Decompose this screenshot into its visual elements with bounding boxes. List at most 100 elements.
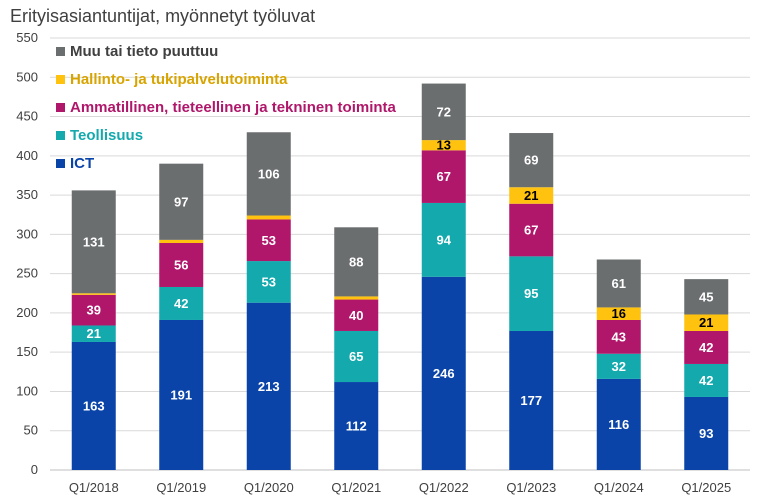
data-label: 21 bbox=[87, 326, 101, 341]
bar-segment bbox=[421, 202, 466, 277]
x-tick-label: Q1/2020 bbox=[244, 480, 294, 495]
bar-segment bbox=[596, 319, 641, 354]
data-label: 53 bbox=[262, 233, 276, 248]
data-label: 191 bbox=[170, 387, 192, 402]
legend-swatch bbox=[56, 103, 65, 112]
bar-segment bbox=[334, 299, 379, 331]
x-tick-label: Q1/2025 bbox=[681, 480, 731, 495]
y-tick-label: 150 bbox=[16, 344, 38, 359]
x-tick-label: Q1/2024 bbox=[594, 480, 644, 495]
bar-segment bbox=[334, 227, 379, 297]
data-label: 16 bbox=[612, 306, 626, 321]
data-label: 40 bbox=[349, 308, 363, 323]
bar-segment bbox=[509, 187, 554, 204]
bar-segment bbox=[596, 353, 641, 379]
legend-label: Hallinto- ja tukipalvelutoiminta bbox=[70, 71, 288, 88]
data-label: 32 bbox=[612, 359, 626, 374]
bar-segment bbox=[71, 293, 116, 295]
y-tick-label: 200 bbox=[16, 305, 38, 320]
bar-segment bbox=[71, 294, 116, 326]
bar-segment bbox=[246, 215, 291, 220]
x-tick-label: Q1/2023 bbox=[506, 480, 556, 495]
bar-segment bbox=[421, 83, 466, 141]
bar-segment bbox=[596, 307, 641, 320]
y-axis-ticks: 0 50 100 150 200 250 300 350 400 450 500 550 bbox=[16, 30, 38, 477]
data-label: 43 bbox=[612, 329, 626, 344]
bar-segment bbox=[596, 378, 641, 470]
data-label: 67 bbox=[524, 223, 538, 238]
data-label: 21 bbox=[699, 315, 713, 330]
bars: 163 21 39 131 191 42 56 97 213 53 53 106 112 65 40 88 24… bbox=[71, 83, 729, 470]
legend: Muu tai tieto puuttuu Hallinto- ja tukipa… bbox=[56, 43, 397, 172]
data-label: 69 bbox=[524, 153, 538, 168]
bar-segment bbox=[246, 302, 291, 470]
legend-label: Ammatillinen, tieteellinen ja tekninen t… bbox=[70, 99, 397, 116]
legend-swatch bbox=[56, 75, 65, 84]
bar-segment bbox=[684, 314, 729, 331]
bar-segment bbox=[159, 239, 204, 244]
data-label: 106 bbox=[258, 166, 280, 181]
legend-swatch bbox=[56, 131, 65, 140]
bar-segment bbox=[684, 363, 729, 397]
data-label: 97 bbox=[174, 194, 188, 209]
y-tick-label: 450 bbox=[16, 109, 38, 124]
bar-segment bbox=[334, 330, 379, 383]
data-label: 56 bbox=[174, 257, 188, 272]
data-label: 39 bbox=[87, 303, 101, 318]
y-tick-label: 250 bbox=[16, 266, 38, 281]
bar-segment bbox=[421, 276, 466, 470]
data-label: 163 bbox=[83, 398, 105, 413]
y-tick-label: 0 bbox=[31, 462, 38, 477]
data-label: 88 bbox=[349, 254, 363, 269]
data-label: 42 bbox=[699, 373, 713, 388]
bar-segment bbox=[159, 319, 204, 470]
legend-swatch bbox=[56, 159, 65, 168]
data-label: 93 bbox=[699, 426, 713, 441]
bar-segment bbox=[246, 219, 291, 262]
data-label: 42 bbox=[174, 296, 188, 311]
data-label: 42 bbox=[699, 340, 713, 355]
legend-label: Muu tai tieto puuttuu bbox=[70, 43, 218, 60]
data-label: 116 bbox=[608, 417, 629, 432]
bar-segment bbox=[159, 243, 204, 287]
data-label: 67 bbox=[437, 169, 451, 184]
data-label: 177 bbox=[520, 393, 542, 408]
y-tick-label: 100 bbox=[16, 383, 38, 398]
bar-segment bbox=[421, 140, 466, 151]
data-label: 112 bbox=[346, 419, 367, 434]
bar-segment bbox=[71, 325, 116, 342]
x-tick-label: Q1/2018 bbox=[69, 480, 119, 495]
y-tick-label: 550 bbox=[16, 30, 38, 45]
data-label: 94 bbox=[437, 232, 452, 247]
bar-segment bbox=[71, 190, 116, 294]
data-label: 53 bbox=[262, 274, 276, 289]
bar-segment bbox=[684, 396, 729, 470]
y-tick-label: 300 bbox=[16, 226, 38, 241]
legend-swatch bbox=[56, 47, 65, 56]
legend-label: ICT bbox=[70, 155, 94, 172]
x-tick-label: Q1/2021 bbox=[331, 480, 381, 495]
y-tick-label: 350 bbox=[16, 187, 38, 202]
bar-segment bbox=[334, 296, 379, 300]
y-tick-label: 500 bbox=[16, 69, 38, 84]
data-label: 131 bbox=[83, 234, 105, 249]
data-label: 21 bbox=[524, 188, 538, 203]
bar-segment bbox=[246, 132, 291, 216]
bar-segment bbox=[246, 261, 291, 303]
bar-segment bbox=[509, 133, 554, 188]
bar-segment bbox=[509, 330, 554, 470]
bar-segment bbox=[509, 256, 554, 331]
bar-segment bbox=[159, 163, 204, 240]
y-tick-label: 400 bbox=[16, 148, 38, 163]
bar-segment bbox=[71, 341, 116, 470]
bar-segment bbox=[596, 259, 641, 308]
data-label: 61 bbox=[612, 276, 626, 291]
data-label: 72 bbox=[437, 104, 451, 119]
bar-segment bbox=[159, 286, 204, 320]
bar-segment bbox=[334, 382, 379, 470]
data-label: 13 bbox=[437, 138, 451, 153]
data-label: 213 bbox=[258, 379, 280, 394]
data-label: 246 bbox=[433, 366, 455, 381]
